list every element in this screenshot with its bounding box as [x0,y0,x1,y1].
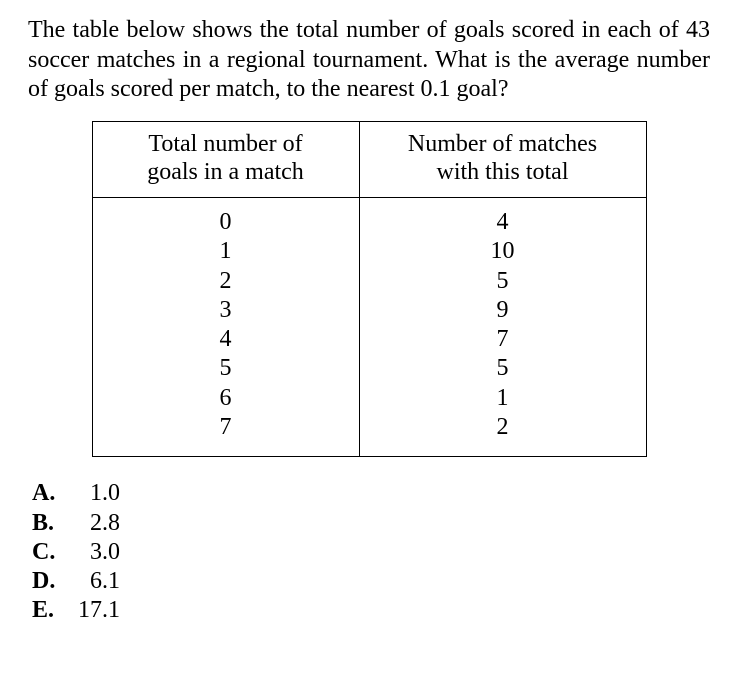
col-header-matches-line1: Number of matches [408,131,597,157]
answer-choices: A. 1.0 B. 2.8 C. 3.0 D. 6.1 E. 17.1 [28,479,710,625]
choice-b: B. 2.8 [32,509,710,538]
choice-value: 3.0 [70,538,120,567]
matches-value: 5 [497,267,509,296]
matches-value: 10 [491,237,515,266]
matches-value: 4 [497,208,509,237]
choice-value: 17.1 [70,596,120,625]
goals-value: 4 [220,325,232,354]
table-header-row: Total number of goals in a match Number … [92,121,646,198]
choice-value: 2.8 [70,509,120,538]
col-header-matches: Number of matches with this total [359,121,646,198]
goals-value: 0 [220,208,232,237]
matches-value: 2 [497,413,509,442]
matches-value: 9 [497,296,509,325]
matches-cell: 4 10 5 9 7 5 1 2 [359,198,646,457]
choice-d: D. 6.1 [32,567,710,596]
choice-e: E. 17.1 [32,596,710,625]
goals-cell: 0 1 2 3 4 5 6 7 [92,198,359,457]
choice-letter: B. [32,509,70,538]
matches-value: 7 [497,325,509,354]
page-root: The table below shows the total number o… [0,0,738,698]
matches-value: 1 [497,384,509,413]
choice-letter: D. [32,567,70,596]
table-container: Total number of goals in a match Number … [28,121,710,458]
choice-value: 6.1 [70,567,120,596]
table-body-row: 0 1 2 3 4 5 6 7 4 10 [92,198,646,457]
choice-a: A. 1.0 [32,479,710,508]
choice-c: C. 3.0 [32,538,710,567]
col-header-goals: Total number of goals in a match [92,121,359,198]
matches-value: 5 [497,354,509,383]
choice-letter: C. [32,538,70,567]
goals-table: Total number of goals in a match Number … [92,121,647,458]
goals-value: 5 [220,354,232,383]
goals-value: 1 [220,237,232,266]
goals-values: 0 1 2 3 4 5 6 7 [93,208,359,442]
choice-value: 1.0 [70,479,120,508]
choice-letter: A. [32,479,70,508]
goals-value: 7 [220,413,232,442]
goals-value: 6 [220,384,232,413]
col-header-goals-line1: Total number of [148,131,302,157]
goals-value: 2 [220,267,232,296]
question-text: The table below shows the total number o… [28,16,710,105]
matches-values: 4 10 5 9 7 5 1 2 [360,208,646,442]
choice-letter: E. [32,596,70,625]
col-header-matches-line2: with this total [437,159,569,185]
col-header-goals-line2: goals in a match [147,159,304,185]
goals-value: 3 [220,296,232,325]
